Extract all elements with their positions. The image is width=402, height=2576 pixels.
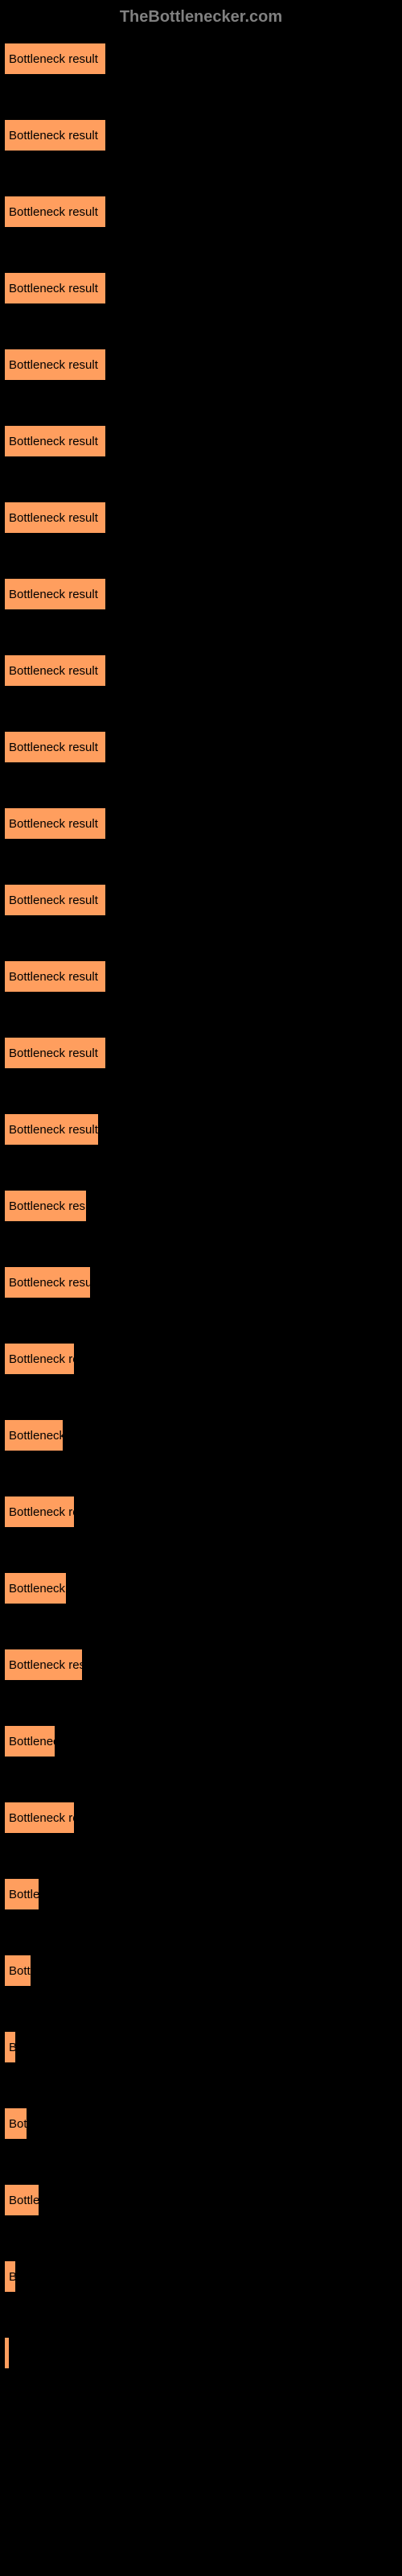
bar-label: Bottleneck result — [9, 2117, 27, 2131]
bar-row: Bottleneck result — [4, 2337, 398, 2369]
bar-label: Bottleneck result — [9, 2041, 16, 2054]
bar: Bottleneck result — [4, 1266, 91, 1298]
bar: Bottleneck result — [4, 1955, 31, 1987]
bar-label: Bottleneck result — [9, 1199, 87, 1213]
bar-row: Bottleneck result — [4, 884, 398, 916]
bar: Bottleneck result — [4, 1802, 75, 1834]
bar-label: Bottleneck result — [9, 1735, 55, 1748]
bar-label: Bottleneck result — [9, 1505, 75, 1519]
bar: Bottleneck result — [4, 1419, 64, 1451]
bar-label: Bottleneck result — [9, 664, 98, 678]
bar-row: Bottleneck result — [4, 1190, 398, 1222]
bar: Bottleneck result — [4, 578, 106, 610]
bar: Bottleneck result — [4, 1190, 87, 1222]
bar: Bottleneck result — [4, 884, 106, 916]
bar: Bottleneck result — [4, 2031, 16, 2063]
bar-row: Bottleneck result — [4, 1496, 398, 1528]
bar-label: Bottleneck result — [9, 1582, 67, 1596]
bar-row: Bottleneck result — [4, 960, 398, 993]
bar: Bottleneck result — [4, 1878, 39, 1910]
bar: Bottleneck result — [4, 196, 106, 228]
bar-row: Bottleneck result — [4, 2107, 398, 2140]
bar-label: Bottleneck result — [9, 1964, 31, 1978]
bar-label: Bottleneck result — [9, 2270, 16, 2284]
bar-row: Bottleneck result — [4, 1649, 398, 1681]
bar-row: Bottleneck result — [4, 1266, 398, 1298]
bar: Bottleneck result — [4, 731, 106, 763]
bar: Bottleneck result — [4, 960, 106, 993]
bar-row: Bottleneck result — [4, 1725, 398, 1757]
bar-row: Bottleneck result — [4, 731, 398, 763]
bar-label: Bottleneck result — [9, 1888, 39, 1901]
bar-row: Bottleneck result — [4, 1113, 398, 1146]
bar-label: Bottleneck result — [9, 894, 98, 907]
bar-row: Bottleneck result — [4, 1343, 398, 1375]
bar: Bottleneck result — [4, 1037, 106, 1069]
bar: Bottleneck result — [4, 2107, 27, 2140]
bar-label: Bottleneck result — [9, 970, 98, 984]
bar-row: Bottleneck result — [4, 807, 398, 840]
bar-row: Bottleneck result — [4, 502, 398, 534]
bar-row: Bottleneck result — [4, 43, 398, 75]
bar-row: Bottleneck result — [4, 349, 398, 381]
bar-label: Bottleneck result — [9, 817, 98, 831]
bar: Bottleneck result — [4, 2260, 16, 2293]
bar-row: Bottleneck result — [4, 272, 398, 304]
bar: Bottleneck result — [4, 425, 106, 457]
bar-label: Bottleneck result — [9, 1658, 83, 1672]
bar-label: Bottleneck result — [9, 1429, 64, 1443]
bar-label: Bottleneck result — [9, 741, 98, 754]
header-link[interactable]: TheBottlenecker.com — [0, 0, 402, 35]
bar-row: Bottleneck result — [4, 1419, 398, 1451]
bar: Bottleneck result — [4, 2337, 10, 2369]
bar-label: Bottleneck result — [9, 52, 98, 66]
bar-row: Bottleneck result — [4, 578, 398, 610]
bar-label: Bottleneck result — [9, 2194, 39, 2207]
bar-label: Bottleneck result — [9, 129, 98, 142]
bar: Bottleneck result — [4, 1113, 99, 1146]
bar: Bottleneck result — [4, 1649, 83, 1681]
bar-row: Bottleneck result — [4, 1802, 398, 1834]
bar: Bottleneck result — [4, 1725, 55, 1757]
bar: Bottleneck result — [4, 502, 106, 534]
bar-label: Bottleneck result — [9, 2347, 10, 2360]
bar: Bottleneck result — [4, 1343, 75, 1375]
bar: Bottleneck result — [4, 1572, 67, 1604]
bar-label: Bottleneck result — [9, 1046, 98, 1060]
bar: Bottleneck result — [4, 272, 106, 304]
bar: Bottleneck result — [4, 807, 106, 840]
bar-row: Bottleneck result — [4, 1955, 398, 1987]
bar-label: Bottleneck result — [9, 205, 98, 219]
bar-row: Bottleneck result — [4, 654, 398, 687]
bar-label: Bottleneck result — [9, 282, 98, 295]
bar-row: Bottleneck result — [4, 119, 398, 151]
bar: Bottleneck result — [4, 2184, 39, 2216]
bar-row: Bottleneck result — [4, 1037, 398, 1069]
bar: Bottleneck result — [4, 1496, 75, 1528]
bar: Bottleneck result — [4, 349, 106, 381]
bar-row: Bottleneck result — [4, 1878, 398, 1910]
bar-label: Bottleneck result — [9, 1811, 75, 1825]
bar-row: Bottleneck result — [4, 2260, 398, 2293]
bar-label: Bottleneck result — [9, 588, 98, 601]
bar-label: Bottleneck result — [9, 1352, 75, 1366]
bar-row: Bottleneck result — [4, 1572, 398, 1604]
bar-row: Bottleneck result — [4, 196, 398, 228]
bar-label: Bottleneck result — [9, 1276, 91, 1290]
chart-container: Bottleneck result Bottleneck result Bottle… — [0, 35, 402, 2421]
bar-row: Bottleneck result — [4, 425, 398, 457]
bar-label: Bottleneck result — [9, 511, 98, 525]
bar: Bottleneck result — [4, 119, 106, 151]
bar-label: Bottleneck result — [9, 435, 98, 448]
bar-label: Bottleneck result — [9, 358, 98, 372]
bar-row: Bottleneck result — [4, 2184, 398, 2216]
bar-label: Bottleneck result — [9, 1123, 98, 1137]
bar-row: Bottleneck result — [4, 2031, 398, 2063]
bar: Bottleneck result — [4, 654, 106, 687]
bar: Bottleneck result — [4, 43, 106, 75]
